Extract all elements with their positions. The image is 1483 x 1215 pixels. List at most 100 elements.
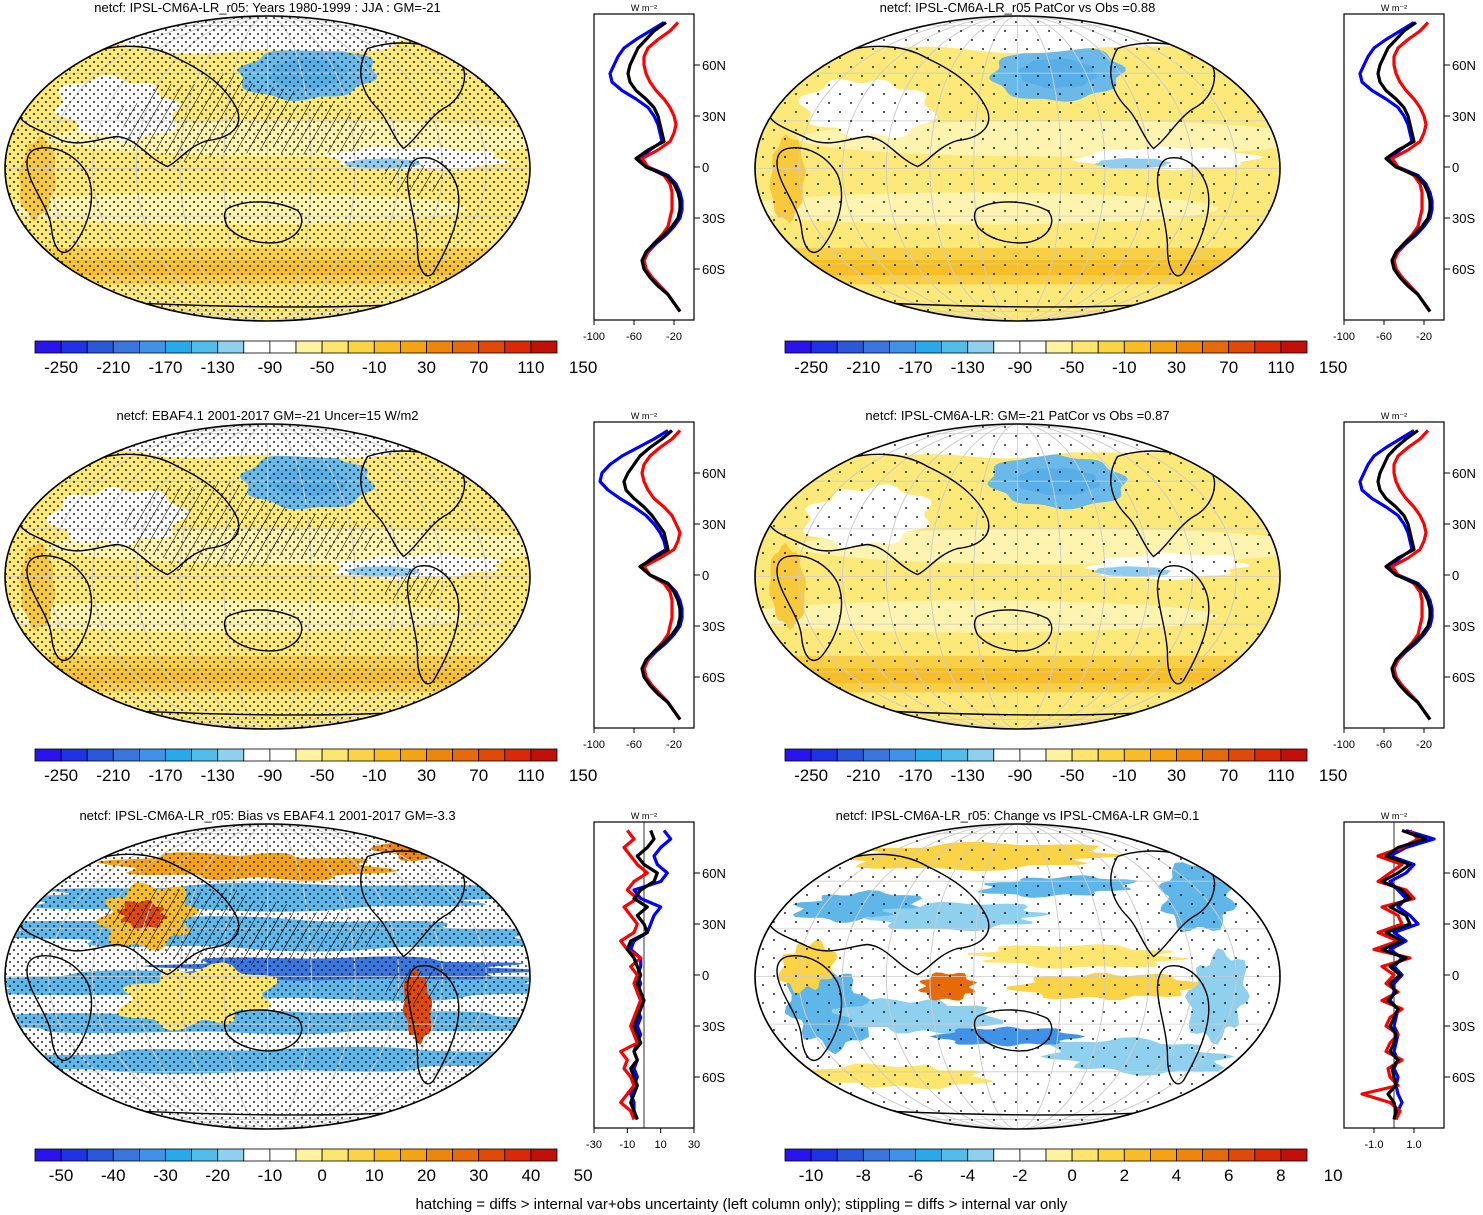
profile-y-tick-label: 0 xyxy=(1452,568,1459,583)
profile-unit: W m⁻² xyxy=(631,411,657,421)
colorbar-box xyxy=(217,340,245,354)
colorbar-box xyxy=(993,748,1021,762)
profile-x-tick-label: -20 xyxy=(1416,331,1432,343)
colorbar-box xyxy=(1045,340,1073,354)
colorbar-box xyxy=(862,748,890,762)
colorbar-box xyxy=(915,1148,943,1162)
profile-y-tick-label: 30N xyxy=(702,109,726,124)
colorbar-box xyxy=(1254,1148,1282,1162)
colorbar-box xyxy=(191,748,219,762)
colorbar-label: -4 xyxy=(960,1166,975,1185)
profile-y-tick-label: 30S xyxy=(1452,619,1475,634)
panel-5: netcf: IPSL-CM6A-LR_r05: Bias vs EBAF4.1… xyxy=(4,808,726,1185)
colorbar-box xyxy=(321,1148,349,1162)
colorbar-box xyxy=(784,340,812,354)
colorbar-box xyxy=(217,748,245,762)
colorbar-box xyxy=(1280,748,1308,762)
stippling xyxy=(755,824,1280,1129)
map-field xyxy=(755,824,1280,1129)
colorbar-label: -90 xyxy=(258,358,283,377)
profile-y-tick-label: 0 xyxy=(702,160,709,175)
colorbar-label: -90 xyxy=(1008,766,1033,785)
colorbar-label: -170 xyxy=(148,766,182,785)
profile-y-tick-label: 30N xyxy=(1452,517,1476,532)
map-field xyxy=(755,424,1280,729)
colorbar-box xyxy=(452,340,480,354)
colorbar-label: -10 xyxy=(1112,766,1137,785)
profile-x-tick-label: 30 xyxy=(688,1139,700,1151)
colorbar-label: -50 xyxy=(310,358,335,377)
colorbar-label: 150 xyxy=(1319,358,1347,377)
profile-x-tick-label: -20 xyxy=(666,739,682,751)
stippling xyxy=(5,824,530,1129)
profile-x-tick-label: -60 xyxy=(626,331,642,343)
colorbar-box xyxy=(941,748,969,762)
colorbar-box xyxy=(399,1148,427,1162)
map-field xyxy=(5,16,530,321)
profile-y-tick-label: 60N xyxy=(702,58,726,73)
colorbar-label: -50 xyxy=(49,1166,74,1185)
colorbar-box xyxy=(836,748,864,762)
colorbar-label: -10 xyxy=(1112,358,1137,377)
colorbar-label: -210 xyxy=(96,766,130,785)
colorbar-box xyxy=(504,748,532,762)
colorbar-label: -170 xyxy=(898,766,932,785)
colorbar-box xyxy=(60,340,88,354)
colorbar-label: -50 xyxy=(1060,358,1085,377)
profile-y-tick-label: 30S xyxy=(702,1019,725,1034)
profile-x-tick-label: -100 xyxy=(583,739,605,751)
colorbar-label: 30 xyxy=(1167,766,1186,785)
colorbar-box xyxy=(1071,748,1099,762)
colorbar-label: 10 xyxy=(365,1166,384,1185)
hatching xyxy=(237,101,378,156)
colorbar-label: -30 xyxy=(153,1166,178,1185)
stippling xyxy=(5,16,530,321)
profile-unit: W m⁻² xyxy=(1381,811,1407,821)
panel-title: netcf: EBAF4.1 2001-2017 GM=-21 Uncer=15… xyxy=(116,408,418,423)
colorbar-box xyxy=(1019,340,1047,354)
hatching xyxy=(382,968,443,1005)
panel-title: netcf: IPSL-CM6A-LR_r05: Change vs IPSL-… xyxy=(836,808,1200,823)
panel-title: netcf: IPSL-CM6A-LR: GM=-21 PatCor vs Ob… xyxy=(865,408,1169,423)
profile-y-tick-label: 60N xyxy=(702,866,726,881)
colorbar-box xyxy=(1045,748,1073,762)
colorbar-box xyxy=(530,1148,558,1162)
colorbar-box xyxy=(86,1148,114,1162)
colorbar-label: 40 xyxy=(521,1166,540,1185)
colorbar-box xyxy=(862,1148,890,1162)
map-border xyxy=(4,423,531,730)
profile-y-tick-label: 60S xyxy=(1452,1070,1475,1085)
colorbar-label: -250 xyxy=(794,766,828,785)
colorbar-box xyxy=(478,748,506,762)
colorbar-label: 70 xyxy=(1219,358,1238,377)
colorbar-box xyxy=(1097,1148,1125,1162)
colorbar-box xyxy=(1123,748,1151,762)
colorbar-box xyxy=(1202,340,1230,354)
profile-y-tick-label: 60S xyxy=(1452,262,1475,277)
colorbar-box xyxy=(165,748,193,762)
colorbar-label: -2 xyxy=(1012,1166,1027,1185)
colorbar-box xyxy=(426,748,454,762)
profile-y-tick-label: 30S xyxy=(702,619,725,634)
colorbar-box xyxy=(1176,340,1204,354)
colorbar-box xyxy=(60,748,88,762)
stippling xyxy=(755,16,1280,321)
colorbar-label: -130 xyxy=(951,358,985,377)
colorbar-label: -10 xyxy=(258,1166,283,1185)
continent-outline xyxy=(436,22,496,52)
colorbar-box xyxy=(1176,748,1204,762)
colorbar-box xyxy=(836,1148,864,1162)
colorbar-box xyxy=(34,748,62,762)
colorbar-label: -250 xyxy=(44,358,78,377)
colorbar-box xyxy=(915,340,943,354)
colorbar-box xyxy=(295,748,323,762)
profile-x-tick-label: -60 xyxy=(626,739,642,751)
colorbar-label: 8 xyxy=(1276,1166,1285,1185)
colorbar-box xyxy=(915,748,943,762)
colorbar-box xyxy=(243,1148,271,1162)
panel-1: netcf: IPSL-CM6A-LR_r05: Years 1980-1999… xyxy=(4,0,726,377)
map-border xyxy=(754,823,1281,1130)
colorbar-label: 0 xyxy=(1067,1166,1076,1185)
footer-note: hatching = diffs > internal var+obs unce… xyxy=(415,1196,1068,1213)
